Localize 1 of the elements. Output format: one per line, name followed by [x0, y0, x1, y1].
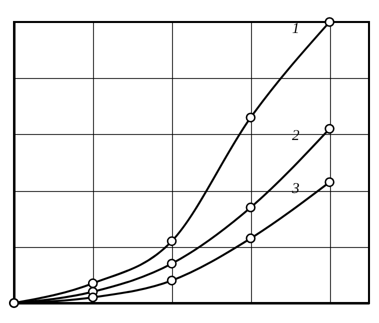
series-label: 1	[292, 21, 300, 37]
